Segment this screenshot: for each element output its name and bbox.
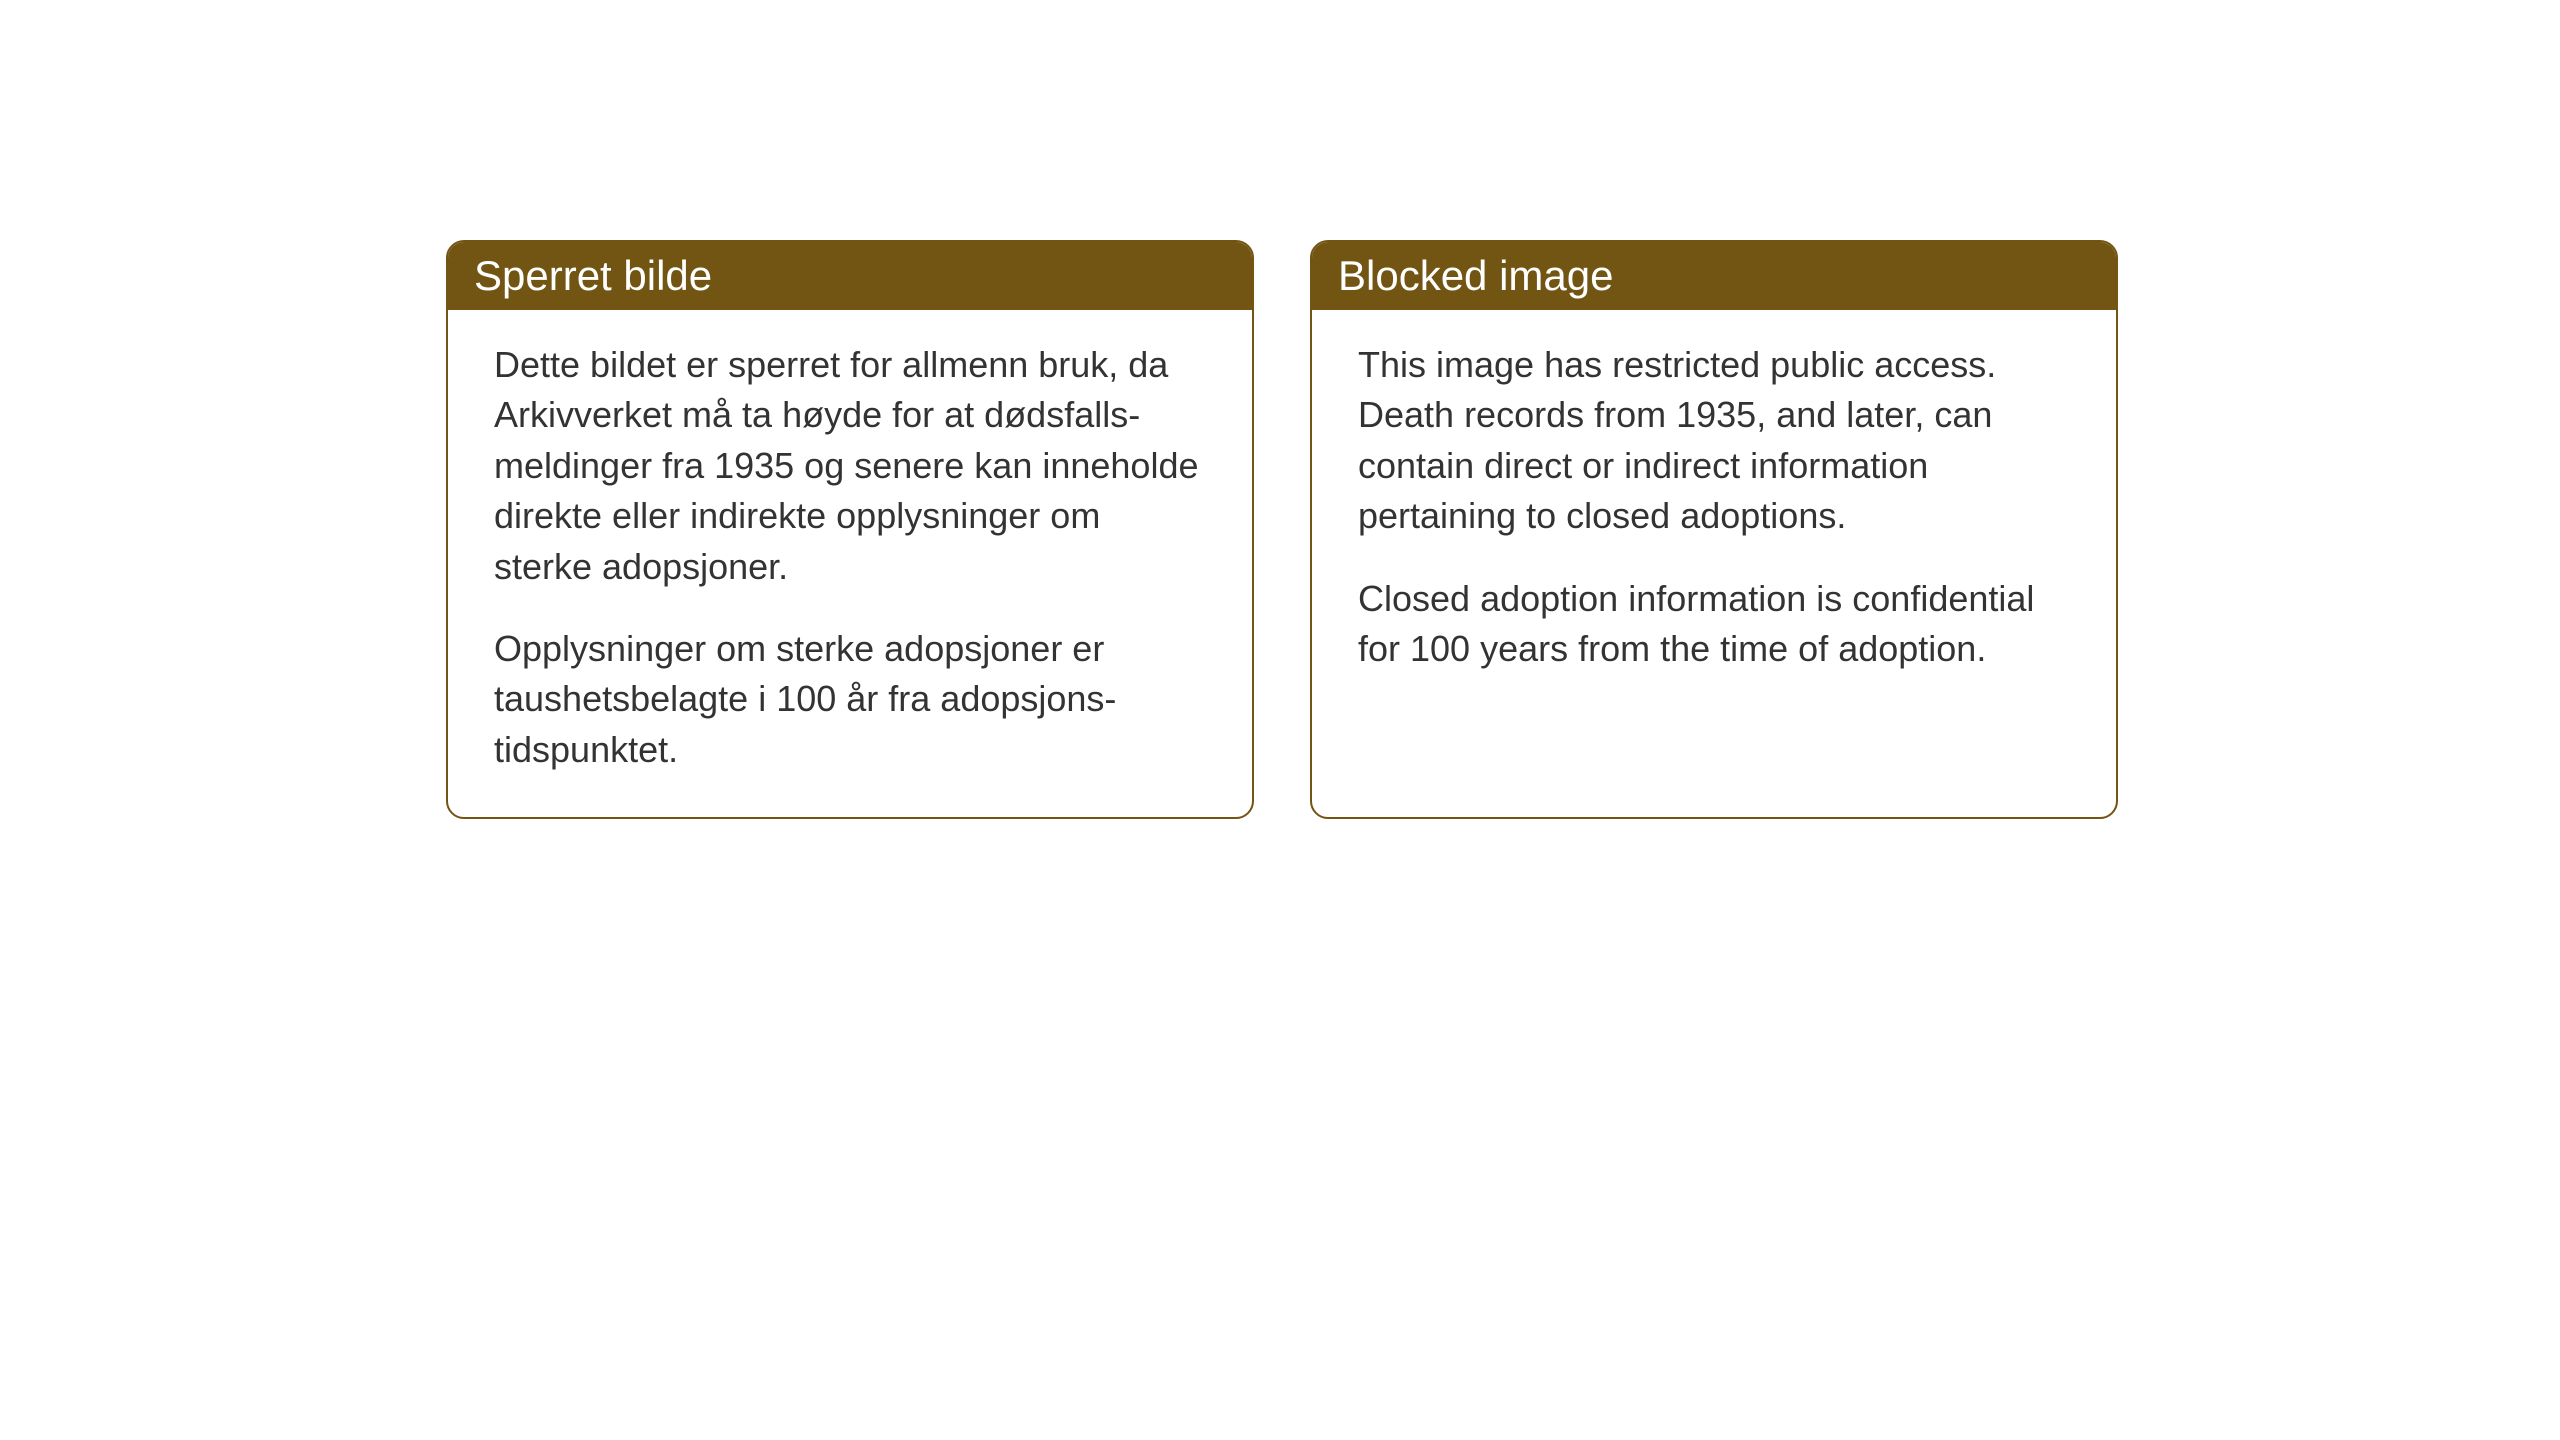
card-paragraph: Closed adoption information is confident… (1358, 574, 2070, 675)
cards-container: Sperret bilde Dette bildet er sperret fo… (446, 240, 2118, 819)
card-norwegian: Sperret bilde Dette bildet er sperret fo… (446, 240, 1254, 819)
card-body-norwegian: Dette bildet er sperret for allmenn bruk… (448, 310, 1252, 817)
card-paragraph: Opplysninger om sterke adopsjoner er tau… (494, 624, 1206, 775)
card-header-english: Blocked image (1312, 242, 2116, 310)
card-title: Sperret bilde (474, 252, 712, 299)
card-english: Blocked image This image has restricted … (1310, 240, 2118, 819)
card-header-norwegian: Sperret bilde (448, 242, 1252, 310)
card-body-english: This image has restricted public access.… (1312, 310, 2116, 716)
card-title: Blocked image (1338, 252, 1613, 299)
card-paragraph: This image has restricted public access.… (1358, 340, 2070, 542)
card-paragraph: Dette bildet er sperret for allmenn bruk… (494, 340, 1206, 592)
